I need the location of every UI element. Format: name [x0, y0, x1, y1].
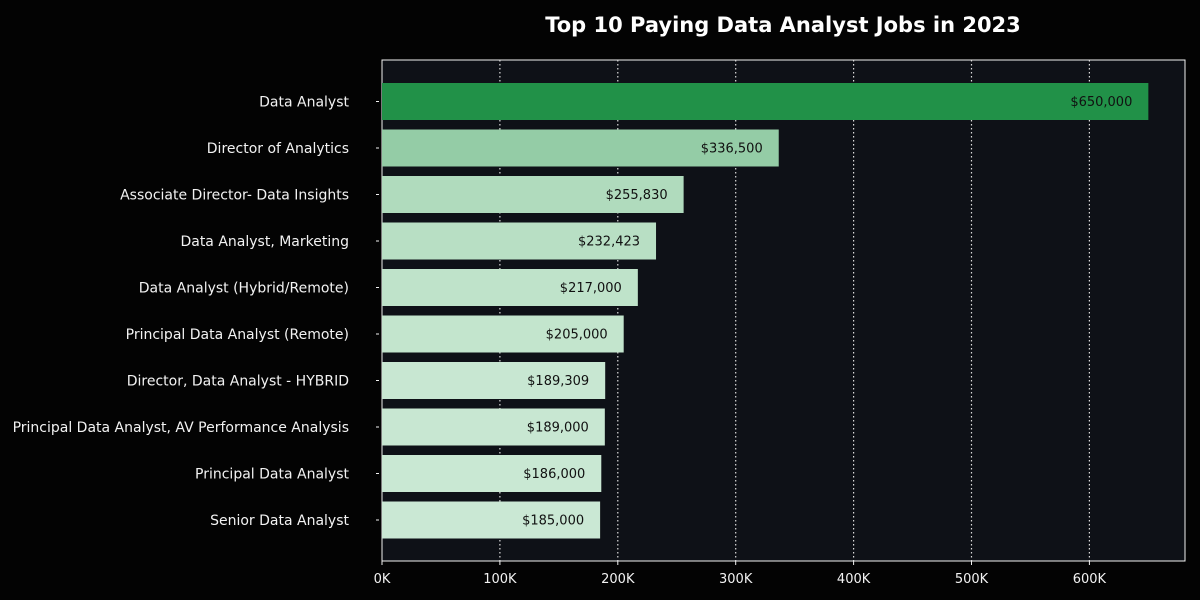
bar — [382, 362, 606, 399]
value-label: $336,500 — [701, 142, 763, 157]
axes: 0K 100K 200K 300K 400K 500K 600K Data Analyst Di… — [13, 95, 1107, 588]
value-label: $217,000 — [560, 281, 622, 296]
category-label: Director, Data Analyst - HYBRID — [127, 374, 349, 390]
x-tick-label: 100K — [483, 572, 517, 587]
value-label: $189,309 — [527, 374, 589, 389]
category-label: Associate Director- Data Insights — [120, 188, 349, 204]
bar — [382, 83, 1149, 120]
value-label: $185,000 — [522, 514, 584, 529]
x-tick-label: 400K — [837, 572, 871, 587]
category-label: Data Analyst — [259, 95, 349, 111]
value-label: $189,000 — [527, 421, 589, 436]
category-label: Principal Data Analyst — [195, 467, 349, 483]
chart-title: Top 10 Paying Data Analyst Jobs in 2023 — [545, 13, 1021, 37]
value-label: $255,830 — [606, 188, 668, 203]
value-label: $232,423 — [578, 235, 640, 250]
x-tick-label: 200K — [601, 572, 635, 587]
bar — [382, 455, 602, 492]
x-tick-label: 500K — [955, 572, 989, 587]
bar — [382, 222, 657, 260]
category-label: Data Analyst, Marketing — [180, 234, 349, 250]
value-label: $186,000 — [523, 467, 585, 482]
bars: $650,000 $336,500 $255,830 $232,423 $217,000… — [382, 83, 1149, 539]
category-label: Data Analyst (Hybrid/Remote) — [139, 281, 349, 297]
value-label: $205,000 — [546, 328, 608, 343]
bar — [382, 501, 601, 539]
bar — [382, 315, 624, 353]
category-label: Principal Data Analyst, AV Performance A… — [13, 420, 349, 436]
category-label: Director of Analytics — [207, 141, 349, 157]
bar — [382, 129, 779, 167]
bar — [382, 408, 605, 446]
category-label: Principal Data Analyst (Remote) — [126, 327, 349, 343]
bar — [382, 269, 638, 306]
x-tick-label: 600K — [1073, 572, 1107, 587]
category-label: Senior Data Analyst — [210, 513, 349, 529]
bar — [382, 176, 684, 213]
x-tick-label: 300K — [719, 572, 753, 587]
x-tick-label: 0K — [374, 572, 391, 587]
value-label: $650,000 — [1070, 95, 1132, 110]
